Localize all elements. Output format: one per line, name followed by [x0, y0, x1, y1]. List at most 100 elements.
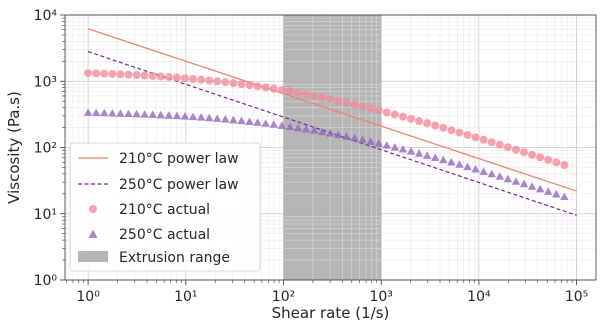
data-point-250c-actual: [172, 111, 182, 120]
data-point-210c-actual: [358, 102, 367, 111]
data-point-210c-actual: [503, 143, 512, 152]
data-point-210c-actual: [310, 91, 319, 100]
data-point-210c-actual: [92, 69, 101, 78]
data-point-250c-actual: [406, 147, 416, 155]
data-point-250c-actual: [309, 126, 319, 134]
data-point-210c-actual: [205, 76, 214, 85]
data-point-210c-actual: [479, 135, 488, 144]
y-tick-label: 10¹: [34, 207, 57, 223]
data-point-250c-actual: [398, 145, 408, 153]
data-point-210c-actual: [415, 117, 424, 126]
data-point-250c-actual: [261, 119, 270, 127]
data-point-210c-actual: [261, 83, 270, 92]
data-point-250c-actual: [519, 179, 529, 188]
data-point-210c-actual: [213, 77, 222, 86]
data-point-210c-actual: [382, 108, 391, 117]
data-point-210c-actual: [463, 130, 472, 139]
data-point-250c-actual: [164, 111, 174, 119]
legend-label: 250°C power law: [119, 177, 239, 193]
data-point-250c-actual: [479, 167, 488, 175]
data-point-210c-actual: [84, 69, 93, 78]
legend-label: 210°C power law: [119, 151, 239, 167]
series-layer: [83, 28, 577, 216]
data-point-250c-actual: [237, 116, 246, 125]
data-point-210c-actual: [447, 126, 456, 135]
data-point-210c-actual: [552, 158, 561, 167]
data-point-250c-actual: [108, 108, 117, 117]
data-point-210c-actual: [237, 80, 246, 89]
legend-label: 210°C actual: [119, 202, 210, 218]
data-point-210c-actual: [285, 87, 294, 96]
legend-box: [69, 142, 261, 272]
data-point-250c-actual: [318, 127, 327, 136]
data-point-210c-actual: [221, 78, 230, 87]
data-point-250c-actual: [431, 153, 440, 162]
data-point-250c-actual: [180, 112, 190, 120]
y-tick-label: 10⁰: [34, 273, 58, 289]
data-point-210c-actual: [390, 110, 399, 119]
data-point-250c-actual: [414, 149, 424, 157]
data-point-250c-actual: [91, 108, 101, 117]
data-point-250c-actual: [221, 115, 230, 123]
tick-layer: 10⁰ 10¹ 10² 10³ 10⁴ 10⁵ 10⁰ 10¹ 10² 10³ 10⁴: [34, 8, 589, 305]
legend-swatch-250c-actual: [88, 229, 98, 238]
data-point-250c-actual: [366, 137, 375, 145]
data-point-210c-actual: [197, 75, 206, 84]
data-point-250c-actual: [277, 121, 287, 129]
data-point-250c-actual: [350, 133, 359, 142]
x-tick-label: 10⁰: [76, 289, 100, 305]
data-point-210c-actual: [277, 86, 286, 95]
data-point-210c-actual: [544, 155, 553, 164]
data-point-210c-actual: [495, 140, 504, 149]
data-point-210c-actual: [366, 104, 375, 113]
data-point-250c-actual: [527, 182, 537, 190]
data-point-210c-actual: [326, 95, 335, 104]
data-point-210c-actual: [374, 106, 383, 115]
data-point-250c-actual: [511, 177, 521, 185]
data-point-250c-actual: [535, 184, 545, 193]
data-point-250c-actual: [140, 110, 149, 118]
data-point-250c-actual: [382, 141, 391, 149]
y-tick-label: 10⁴: [34, 8, 58, 24]
data-point-250c-actual: [196, 113, 206, 121]
data-point-210c-actual: [511, 145, 520, 154]
data-point-210c-actual: [156, 72, 165, 81]
data-point-210c-actual: [398, 112, 407, 121]
data-point-250c-actual: [374, 139, 383, 147]
data-point-210c-actual: [455, 128, 464, 137]
data-point-210c-actual: [528, 150, 537, 159]
data-point-250c-actual: [148, 110, 157, 118]
data-point-250c-actual: [301, 124, 311, 133]
data-point-250c-actual: [334, 130, 343, 139]
data-point-250c-actual: [487, 169, 496, 178]
data-point-210c-actual: [245, 81, 254, 90]
data-point-210c-actual: [132, 71, 141, 80]
x-tick-label: 10¹: [174, 289, 197, 305]
data-point-210c-actual: [350, 100, 359, 109]
data-point-210c-actual: [124, 70, 133, 79]
data-point-210c-actual: [423, 119, 432, 128]
legend-label: Extrusion range: [119, 250, 230, 266]
x-tick-label: 10³: [369, 289, 392, 305]
data-point-250c-actual: [390, 143, 400, 151]
extrusion-range-shade: [283, 15, 382, 280]
data-point-210c-actual: [172, 73, 181, 82]
data-point-250c-actual: [188, 112, 198, 121]
data-point-210c-actual: [302, 90, 311, 99]
data-point-210c-actual: [140, 71, 149, 80]
data-point-250c-actual: [552, 189, 561, 198]
data-point-250c-actual: [326, 129, 335, 137]
data-point-210c-actual: [180, 74, 189, 83]
data-point-210c-actual: [334, 96, 343, 105]
data-point-250c-actual: [503, 174, 513, 183]
data-point-250c-actual: [116, 109, 125, 117]
legend-swatch-210c-actual: [89, 205, 97, 213]
data-point-250c-actual: [156, 110, 165, 119]
data-point-210c-actual: [253, 82, 262, 91]
y-axis-label: Viscosity (Pa.s): [5, 91, 23, 204]
data-point-210c-actual: [520, 148, 529, 157]
data-point-250c-actual: [83, 108, 93, 116]
data-point-210c-actual: [164, 73, 173, 82]
data-point-210c-actual: [407, 114, 416, 123]
